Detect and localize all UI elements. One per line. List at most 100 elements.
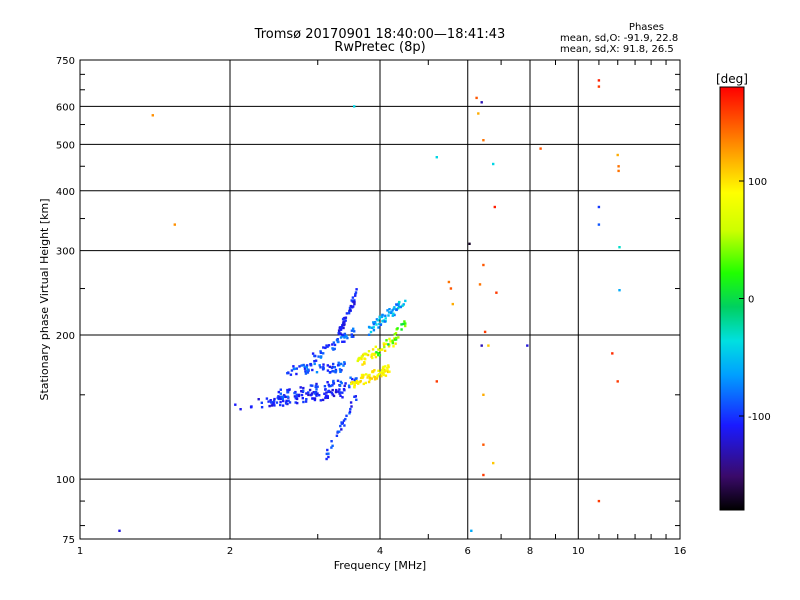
echo-point [384, 314, 387, 317]
echo-point [393, 333, 396, 336]
echo-point [330, 446, 333, 449]
x-tick-label: 6 [465, 546, 471, 557]
x-axis-ticks: 1 2 4 6 8 10 16 [77, 60, 686, 557]
echo-point [344, 382, 347, 385]
echo-point [284, 395, 287, 399]
echo-point [350, 381, 354, 384]
echo-point [394, 338, 397, 341]
echo-point [347, 312, 351, 315]
echo-point [328, 365, 331, 368]
echo-point [381, 320, 384, 323]
echo-point [336, 430, 340, 433]
echo-point [354, 293, 357, 296]
echo-point [386, 367, 389, 370]
echo-point [383, 345, 386, 349]
chart-title-line2: RwPretec (8p) [334, 40, 426, 55]
echo-point [381, 313, 384, 317]
echo-point [151, 114, 154, 117]
echo-point [330, 391, 334, 395]
echo-point [312, 391, 315, 394]
echo-point [385, 339, 388, 342]
echo-point [333, 343, 337, 347]
echo-point [341, 340, 344, 343]
y-tick-label: 600 [56, 102, 75, 113]
echo-point [363, 357, 366, 360]
echo-point [340, 362, 343, 366]
echo-point [384, 317, 387, 320]
echo-point [355, 379, 358, 383]
echo-point [352, 335, 355, 338]
echo-point [336, 340, 340, 344]
echo-point [342, 326, 345, 330]
echo-point [482, 473, 485, 477]
echo-point [361, 363, 364, 366]
echo-point [305, 364, 309, 367]
echo-point [295, 393, 298, 396]
echo-point [341, 333, 344, 336]
echo-point [343, 332, 347, 336]
echo-point [397, 305, 401, 309]
echo-point [353, 105, 356, 108]
echo-point [311, 368, 314, 372]
echo-point [348, 410, 352, 413]
echo-point [353, 381, 356, 384]
echo-point [304, 370, 307, 373]
echo-point [397, 336, 400, 339]
echo-point [371, 326, 374, 329]
echo-point [363, 361, 366, 364]
echo-point [396, 307, 400, 310]
echo-point [325, 344, 328, 347]
echo-point [341, 324, 344, 327]
echo-point [338, 384, 342, 387]
echo-point [355, 398, 358, 401]
echo-point [387, 343, 390, 346]
echo-point [286, 372, 289, 375]
echo-point [362, 382, 365, 386]
echo-point [346, 336, 349, 340]
echo-point [343, 361, 346, 364]
echo-point [275, 401, 279, 404]
echo-point [492, 461, 495, 465]
echo-point [350, 382, 353, 385]
echo-point [328, 385, 331, 388]
echo-point [363, 352, 366, 356]
echo-point [173, 223, 176, 226]
echo-point [314, 384, 318, 388]
echo-point [383, 349, 387, 352]
echo-point [322, 352, 325, 355]
echo-point [260, 401, 263, 404]
echo-point [350, 299, 353, 302]
echo-point [389, 340, 392, 343]
echo-point [341, 391, 344, 394]
echo-point [324, 395, 328, 398]
echo-point [285, 402, 288, 405]
echo-point [381, 372, 384, 375]
echo-point [348, 306, 352, 310]
echo-point [282, 399, 285, 403]
echo-point [337, 329, 341, 332]
echo-point [338, 326, 341, 329]
colorbar-ticks: -100 0 100 [739, 177, 771, 423]
echo-point [302, 363, 305, 367]
echo-point [597, 79, 601, 82]
echo-point [375, 377, 379, 380]
x-tick-label: 2 [227, 546, 233, 557]
echo-point [339, 394, 342, 397]
echo-point [372, 321, 375, 324]
echo-point [363, 362, 366, 365]
echo-point [334, 370, 338, 373]
plot-frame [79, 59, 681, 540]
y-axis-label: Stationary phase Virtual Height [km] [38, 198, 51, 400]
echo-point [331, 370, 334, 373]
echo-point [402, 322, 405, 326]
echo-point [319, 399, 322, 402]
echo-point [303, 367, 307, 370]
echo-point [388, 308, 391, 311]
echo-point [482, 393, 485, 396]
echo-point [362, 373, 365, 377]
echo-point [597, 223, 601, 226]
echo-point [366, 353, 370, 357]
echo-point [373, 353, 376, 356]
echo-point [332, 370, 336, 373]
echo-point [295, 397, 299, 401]
